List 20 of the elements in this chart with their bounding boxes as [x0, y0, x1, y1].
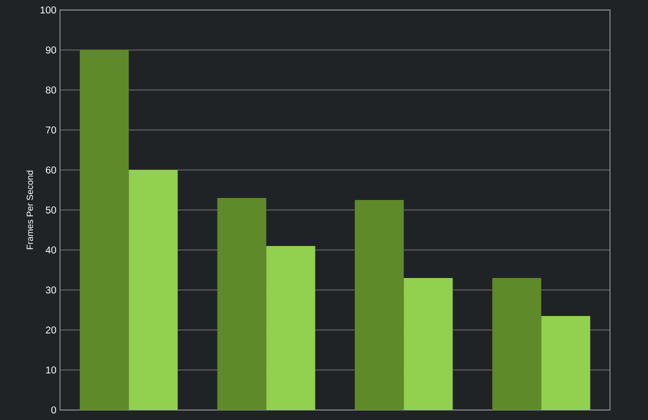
- y-tick-label: 20: [46, 326, 56, 334]
- y-tick-label: 40: [46, 246, 56, 254]
- y-tick-label: 70: [46, 126, 56, 134]
- y-tick-label: 90: [46, 46, 56, 54]
- y-tick-label: 50: [46, 206, 56, 214]
- bar: [541, 316, 590, 410]
- y-tick-label: 60: [46, 166, 56, 174]
- y-tick-label: 30: [46, 286, 56, 294]
- bar: [80, 50, 129, 410]
- bar: [128, 170, 178, 410]
- y-tick-label: 10: [46, 366, 56, 374]
- y-axis-title: Frames Per Second: [26, 170, 34, 250]
- y-tick-label: 100: [40, 6, 56, 14]
- bar: [217, 198, 266, 410]
- y-tick-label: 0: [51, 406, 56, 414]
- bar: [404, 278, 453, 410]
- bar: [492, 278, 542, 410]
- bar: [354, 200, 404, 410]
- y-tick-label: 80: [46, 86, 56, 94]
- bar: [266, 246, 316, 410]
